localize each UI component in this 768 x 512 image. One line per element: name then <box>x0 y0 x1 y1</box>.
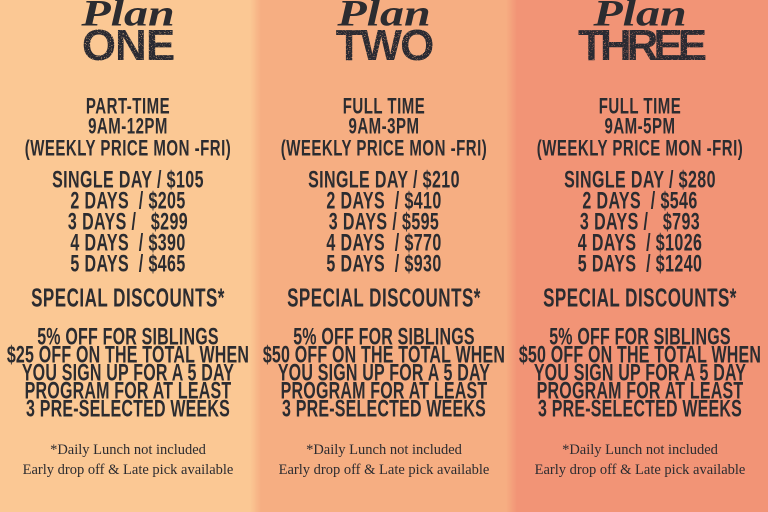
svg-text:ONE: ONE <box>82 21 174 70</box>
svg-text:THREE: THREE <box>578 21 706 70</box>
svg-text:TWO: TWO <box>336 21 433 70</box>
